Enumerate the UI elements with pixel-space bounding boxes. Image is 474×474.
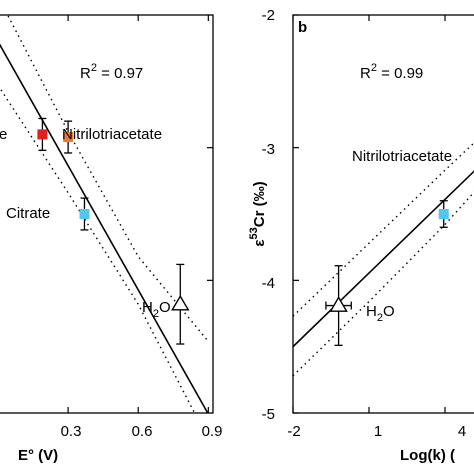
panel-b-frame bbox=[292, 14, 474, 414]
panel-b-ytick-label-1: -4 bbox=[262, 275, 275, 292]
panel-a-fit-line bbox=[0, 43, 209, 413]
panel-a-ticks bbox=[67, 15, 213, 413]
panel-a-xtick-label-1: 0.6 bbox=[132, 423, 153, 440]
panel-a-xtick-label-0: 0.3 bbox=[61, 423, 82, 440]
point-label-e: e bbox=[0, 126, 7, 143]
panel-a: R2 = 0.97 Nitrilotriacetate e Citrate H2… bbox=[0, 14, 223, 464]
panel-b-ytick-label-0: -5 bbox=[262, 406, 275, 423]
panel-b-letter: b bbox=[298, 19, 307, 36]
data-point-nitrilotriacetate bbox=[438, 200, 449, 228]
panel-b-ytick-label-2: -3 bbox=[262, 141, 275, 158]
panel-a-xtick-label-2: 0.9 bbox=[202, 423, 223, 440]
point-label-citrate: Citrate bbox=[6, 205, 50, 222]
data-point-nitrilotriacetate bbox=[63, 120, 74, 154]
panel-a-ci-lower bbox=[0, 87, 196, 413]
data-point-citrate bbox=[79, 197, 90, 231]
panel-b-ticks bbox=[292, 14, 446, 414]
point-label-nitrilotriacetate: Nitrilotriacetate bbox=[62, 126, 162, 143]
point-label-nitrilotriacetate-b: Nitrilotriacetate bbox=[352, 148, 452, 165]
panel-b-x-axis-label: Log(k) ( bbox=[400, 447, 455, 464]
data-point-h2o bbox=[325, 265, 352, 346]
panel-a-r2: R2 = 0.97 bbox=[80, 62, 143, 82]
panel-b-points bbox=[325, 200, 449, 346]
panel-a-ci-upper bbox=[6, 15, 209, 342]
panel-a-x-axis-label: E° (V) bbox=[18, 447, 58, 464]
panel-b-r2: R2 = 0.99 bbox=[360, 62, 423, 82]
panel-b-fit-line bbox=[293, 170, 474, 348]
panel-b-ci-lower bbox=[293, 191, 474, 377]
data-point-h2o bbox=[171, 263, 190, 345]
panel-b-xtick-label-2: 4 bbox=[458, 423, 466, 440]
square-marker bbox=[79, 209, 90, 219]
triangle-marker bbox=[329, 296, 348, 312]
triangle-marker bbox=[171, 294, 190, 311]
square-marker bbox=[37, 129, 48, 140]
panel-b-xtick-label-0: -2 bbox=[287, 423, 300, 440]
panel-a-points bbox=[37, 117, 190, 345]
square-marker bbox=[438, 209, 449, 219]
panel-b: b R2 = 0.99 Nitrilotriacetate H2O -2 -3 … bbox=[248, 7, 474, 464]
panel-b-y-axis-label: ε53Cr (‰) bbox=[248, 181, 268, 246]
data-point-e bbox=[37, 117, 48, 151]
square-marker bbox=[63, 132, 74, 143]
panel-b-xtick-label-1: 1 bbox=[374, 423, 382, 440]
point-label-h2o-a: H2O bbox=[142, 299, 171, 320]
point-label-h2o-b: H2O bbox=[366, 303, 395, 324]
panel-a-frame bbox=[0, 14, 214, 414]
panel-b-ci-upper bbox=[293, 141, 474, 317]
panel-b-ytick-label-3: -2 bbox=[262, 7, 275, 24]
